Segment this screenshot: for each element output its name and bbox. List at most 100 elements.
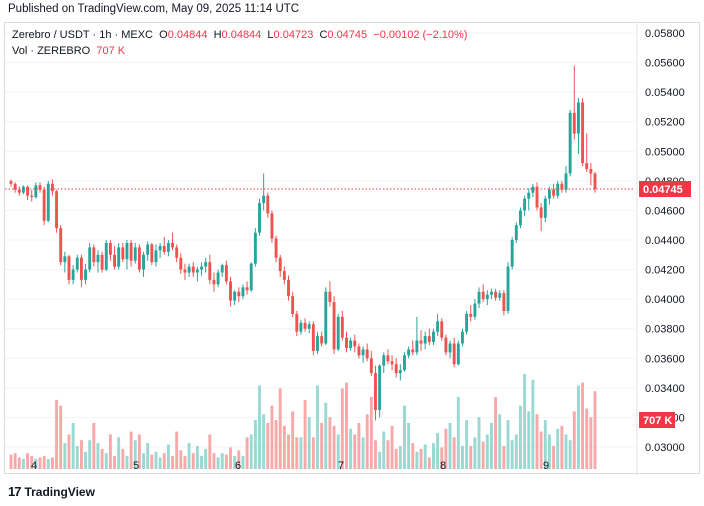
candle-body[interactable]	[444, 337, 448, 353]
candle-body[interactable]	[237, 291, 241, 297]
candle-body[interactable]	[278, 257, 282, 272]
candle-body[interactable]	[67, 256, 71, 280]
candle-body[interactable]	[79, 257, 83, 280]
candle-body[interactable]	[59, 228, 63, 263]
candle-body[interactable]	[71, 269, 75, 280]
candle-body[interactable]	[518, 210, 522, 226]
candle-body[interactable]	[224, 265, 228, 282]
candle-body[interactable]	[390, 361, 394, 365]
candle-body[interactable]	[21, 186, 25, 193]
candle-body[interactable]	[378, 365, 382, 411]
candle-body[interactable]	[514, 225, 518, 240]
candle-body[interactable]	[593, 173, 597, 189]
candle-body[interactable]	[34, 185, 38, 198]
candle-body[interactable]	[253, 232, 257, 264]
candle-body[interactable]	[220, 265, 224, 273]
candle-body[interactable]	[121, 247, 125, 260]
candle-body[interactable]	[113, 254, 116, 267]
candle-body[interactable]	[477, 291, 481, 304]
candle-body[interactable]	[547, 189, 551, 199]
candle-body[interactable]	[357, 346, 361, 356]
candle-body[interactable]	[324, 291, 328, 344]
candle-body[interactable]	[9, 181, 13, 184]
tradingview-logo[interactable]: 17 TradingView	[8, 484, 95, 499]
candle-body[interactable]	[473, 303, 477, 317]
candle-body[interactable]	[30, 195, 34, 198]
candle-body[interactable]	[328, 291, 332, 303]
candle-body[interactable]	[55, 191, 59, 229]
candle-body[interactable]	[589, 169, 593, 174]
candle-body[interactable]	[523, 198, 527, 211]
candle-body[interactable]	[465, 313, 469, 332]
candle-body[interactable]	[233, 291, 237, 301]
candle-body[interactable]	[158, 245, 162, 251]
candle-body[interactable]	[282, 271, 286, 280]
candle-body[interactable]	[576, 102, 580, 134]
candle-body[interactable]	[204, 262, 208, 267]
candle-body[interactable]	[137, 247, 141, 270]
candle-body[interactable]	[572, 112, 576, 134]
candle-body[interactable]	[494, 291, 498, 298]
candle-body[interactable]	[452, 343, 456, 365]
candle-body[interactable]	[96, 254, 100, 263]
candle-body[interactable]	[510, 240, 514, 267]
candle-body[interactable]	[262, 195, 266, 204]
candle-body[interactable]	[440, 321, 444, 338]
candle-body[interactable]	[340, 316, 344, 338]
candle-body[interactable]	[245, 287, 249, 291]
candle-body[interactable]	[332, 302, 336, 350]
candle-body[interactable]	[320, 336, 324, 344]
candle-body[interactable]	[125, 242, 129, 260]
candle-body[interactable]	[386, 355, 390, 362]
candle-body[interactable]	[216, 272, 220, 285]
candle-body[interactable]	[411, 349, 415, 353]
candle-body[interactable]	[117, 247, 121, 267]
candle-body[interactable]	[432, 331, 435, 343]
candle-body[interactable]	[568, 112, 572, 174]
candle-body[interactable]	[92, 247, 96, 263]
candle-body[interactable]	[469, 313, 473, 317]
candle-body[interactable]	[361, 349, 365, 356]
candle-body[interactable]	[100, 254, 104, 270]
candle-body[interactable]	[142, 254, 145, 270]
candle-body[interactable]	[129, 242, 133, 261]
candle-body[interactable]	[175, 247, 179, 258]
candle-body[interactable]	[535, 186, 539, 208]
candle-body[interactable]	[436, 321, 440, 332]
candle-body[interactable]	[552, 189, 556, 196]
candle-body[interactable]	[345, 337, 348, 348]
candle-body[interactable]	[104, 242, 108, 270]
candle-body[interactable]	[42, 189, 46, 221]
candle-body[interactable]	[506, 266, 510, 311]
candle-body[interactable]	[84, 269, 88, 280]
candle-body[interactable]	[498, 293, 502, 298]
candle-body[interactable]	[423, 336, 427, 344]
candle-body[interactable]	[26, 186, 30, 196]
candle-body[interactable]	[187, 266, 191, 273]
candle-body[interactable]	[270, 213, 274, 239]
chart-panel[interactable]: 0.05800 0.05600 0.05400 0.05200 0.05000 0.048…	[4, 22, 701, 475]
candle-body[interactable]	[46, 183, 50, 221]
candle-body[interactable]	[171, 242, 174, 248]
candle-body[interactable]	[307, 324, 311, 329]
price-chart[interactable]: 0.05800 0.05600 0.05400 0.05200 0.05000 0.048…	[5, 23, 701, 475]
candle-body[interactable]	[241, 287, 245, 297]
candle-body[interactable]	[394, 364, 398, 374]
candle-body[interactable]	[249, 263, 253, 291]
candle-body[interactable]	[490, 291, 493, 295]
candle-body[interactable]	[419, 340, 423, 344]
candle-body[interactable]	[374, 373, 377, 411]
candle-body[interactable]	[382, 355, 386, 366]
candle-body[interactable]	[415, 340, 419, 353]
candle-body[interactable]	[543, 198, 547, 218]
candle-body[interactable]	[539, 207, 543, 218]
candle-body[interactable]	[456, 343, 460, 365]
candle-body[interactable]	[150, 244, 154, 263]
symbol-info[interactable]: Zerebro / USDT · 1h · MEXC	[12, 29, 153, 41]
candle-body[interactable]	[564, 173, 568, 190]
candle-body[interactable]	[336, 316, 340, 350]
candle-body[interactable]	[448, 343, 452, 353]
candle-body[interactable]	[349, 340, 353, 348]
candle-body[interactable]	[208, 262, 212, 280]
candle-body[interactable]	[274, 238, 278, 258]
